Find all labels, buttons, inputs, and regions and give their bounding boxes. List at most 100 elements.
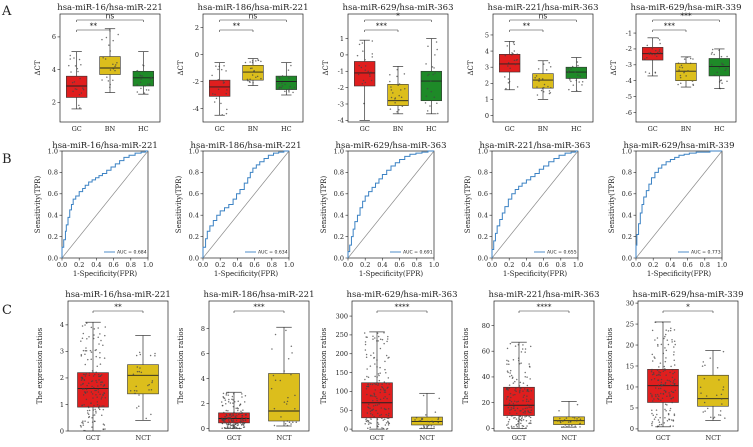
data-point bbox=[358, 64, 360, 67]
data-point bbox=[379, 414, 381, 417]
data-point bbox=[701, 365, 704, 367]
data-point bbox=[388, 422, 391, 425]
data-point bbox=[658, 39, 661, 41]
data-point bbox=[576, 90, 578, 92]
panel-label-c: C bbox=[2, 303, 12, 318]
data-point bbox=[581, 84, 583, 86]
data-point bbox=[377, 422, 379, 424]
data-point bbox=[136, 83, 138, 86]
data-point bbox=[510, 396, 512, 399]
data-point bbox=[142, 64, 145, 67]
data-point bbox=[223, 81, 225, 84]
data-point bbox=[102, 56, 104, 59]
data-point bbox=[80, 92, 83, 94]
data-point bbox=[82, 420, 84, 422]
x-tick-label: GCT bbox=[86, 434, 101, 442]
data-point bbox=[270, 387, 273, 390]
data-point bbox=[581, 81, 584, 83]
data-point bbox=[664, 333, 667, 336]
data-point bbox=[515, 390, 517, 393]
data-point bbox=[397, 84, 399, 86]
data-point bbox=[368, 73, 371, 76]
x-tick-label: 0.6 bbox=[538, 261, 548, 269]
data-point bbox=[240, 424, 243, 426]
data-point bbox=[228, 417, 231, 419]
data-point bbox=[706, 407, 709, 410]
x-tick-label: 0.0 bbox=[57, 261, 67, 269]
data-point bbox=[86, 384, 88, 387]
y-tick-label: 0.2 bbox=[189, 233, 199, 241]
data-point bbox=[242, 421, 244, 423]
data-point bbox=[572, 416, 574, 418]
data-point bbox=[656, 51, 659, 54]
data-point bbox=[257, 59, 260, 62]
y-axis-label: The expression ratios bbox=[320, 327, 328, 404]
y-tick-label: 0.6 bbox=[334, 190, 344, 198]
data-point bbox=[656, 55, 658, 58]
data-point bbox=[88, 409, 91, 412]
y-tick-label: 4 bbox=[60, 321, 64, 329]
data-point bbox=[387, 414, 390, 417]
data-point bbox=[535, 75, 538, 77]
panel-label-a: A bbox=[1, 4, 12, 19]
data-point bbox=[379, 391, 381, 394]
data-point bbox=[655, 409, 658, 411]
data-point bbox=[138, 394, 140, 396]
data-point bbox=[294, 394, 296, 397]
y-tick-label: 0 bbox=[201, 425, 205, 433]
data-point bbox=[135, 385, 137, 388]
data-point bbox=[670, 419, 673, 421]
data-point bbox=[100, 384, 102, 386]
data-point bbox=[512, 41, 515, 44]
data-point bbox=[369, 407, 371, 410]
data-point bbox=[381, 386, 383, 388]
data-point bbox=[135, 354, 138, 357]
data-point bbox=[514, 416, 516, 419]
data-point bbox=[150, 76, 152, 79]
y-tick-label: -2 bbox=[193, 78, 199, 86]
data-point bbox=[509, 409, 511, 411]
data-point bbox=[383, 418, 386, 420]
data-point bbox=[80, 426, 82, 428]
plot-frame bbox=[492, 13, 594, 123]
data-point bbox=[132, 373, 135, 376]
data-point bbox=[376, 418, 379, 421]
x-axis-label: 1-Specificity(FPR) bbox=[359, 270, 424, 278]
y-tick-label: 50 bbox=[340, 407, 348, 415]
data-point bbox=[129, 389, 132, 392]
data-point bbox=[85, 398, 88, 401]
data-point bbox=[648, 72, 651, 74]
data-point bbox=[280, 416, 282, 418]
data-point bbox=[651, 396, 653, 398]
data-point bbox=[235, 422, 237, 425]
chance-diagonal bbox=[202, 150, 290, 259]
data-point bbox=[430, 425, 433, 427]
data-point bbox=[92, 409, 95, 411]
data-point bbox=[103, 357, 106, 359]
data-point bbox=[249, 78, 251, 80]
plot-frame bbox=[347, 13, 449, 123]
data-point bbox=[657, 345, 659, 347]
data-point bbox=[244, 419, 247, 421]
data-point bbox=[356, 54, 359, 57]
data-point bbox=[136, 390, 138, 392]
data-point bbox=[90, 358, 92, 360]
data-point bbox=[285, 329, 287, 332]
y-axis-label: ΔCT bbox=[34, 60, 42, 75]
y-tick-label: 0.0 bbox=[478, 254, 488, 262]
y-tick-label: 2 bbox=[60, 374, 64, 382]
data-point bbox=[559, 421, 562, 424]
data-point bbox=[82, 394, 85, 396]
data-point bbox=[252, 81, 254, 84]
data-point bbox=[88, 415, 91, 418]
x-tick-label: 0.4 bbox=[521, 261, 531, 269]
data-point bbox=[654, 416, 657, 418]
data-point bbox=[664, 408, 666, 411]
data-point bbox=[668, 392, 670, 394]
data-point bbox=[218, 65, 220, 68]
data-point bbox=[255, 60, 257, 62]
data-point bbox=[98, 405, 101, 407]
significance-label: ** bbox=[523, 22, 531, 31]
data-point bbox=[385, 371, 387, 374]
roc-panel-5: hsa-miR-629/hsa-miR-339 0.00.0 0.2 0.2 0.4 0.… bbox=[608, 141, 734, 278]
